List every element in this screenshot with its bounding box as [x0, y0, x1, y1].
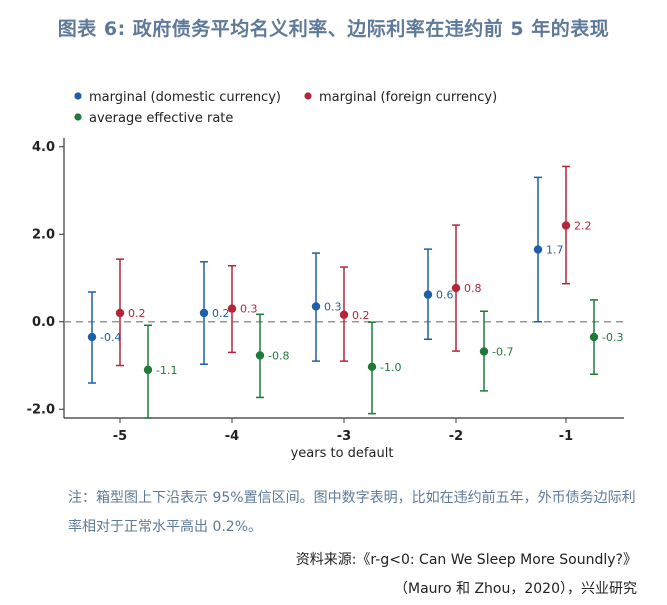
legend: marginal (domestic currency) marginal (fo…: [74, 90, 497, 126]
chart-marks: -0.4 0.2 0.3 0.6 1.7 0.2 0.3 0.2 0.8 2.2 -1.1 -0.8 -…: [87, 165, 623, 419]
data-point: [227, 304, 237, 313]
errorbar-chart: marginal (domestic currency) marginal (fo…: [27, 90, 624, 461]
x-tick-label: -1: [559, 429, 573, 444]
y-tick-label: 0.0: [32, 315, 55, 330]
data-point: [561, 221, 571, 230]
data-point: [115, 308, 125, 318]
data-label: -0.8: [268, 349, 289, 362]
data-point: [311, 302, 321, 311]
data-label: 2.2: [574, 220, 592, 233]
data-label: 0.3: [240, 303, 258, 316]
y-tick-label: 4.0: [32, 140, 55, 155]
data-point: [143, 365, 153, 375]
data-point: [589, 332, 599, 342]
data-label: 0.2: [212, 307, 230, 320]
data-label: -1.1: [156, 364, 177, 377]
legend-marker: [304, 92, 312, 100]
data-label: 0.6: [436, 289, 454, 302]
legend-label: average effective rate: [89, 111, 233, 126]
data-point: [255, 351, 265, 360]
source-block: 资料来源:《r-g<0: Can We Sleep More Soundly?》…: [37, 546, 637, 604]
x-axis-label: years to default: [291, 446, 394, 461]
data-point: [367, 362, 377, 372]
legend-marker: [74, 92, 82, 100]
data-point: [87, 332, 97, 342]
chart-note: 注：箱型图上下沿表示 95%置信区间。图中数字表明，比如在违约前五年，外币债务边…: [68, 490, 636, 535]
data-point: [339, 310, 349, 319]
chart-title: 图表 6: 政府债务平均名义利率、边际利率在违约前 5 年的表现: [57, 18, 610, 40]
x-tick-label: -4: [225, 429, 239, 444]
data-label: 0.3: [324, 300, 342, 313]
data-label: -1.0: [380, 361, 401, 374]
legend-marker: [74, 113, 82, 121]
source-line-1: 资料来源:《r-g<0: Can We Sleep More Soundly?》: [295, 552, 637, 568]
data-label: 0.2: [128, 307, 146, 320]
x-tick-label: -2: [449, 429, 463, 444]
data-point: [533, 245, 543, 254]
data-label: 1.7: [546, 244, 564, 257]
x-tick-label: -3: [337, 429, 351, 444]
data-point: [423, 290, 433, 299]
data-point: [451, 283, 461, 293]
data-label: 0.8: [464, 282, 482, 295]
data-point: [479, 347, 489, 356]
data-point: [199, 308, 209, 318]
data-label: -0.3: [602, 331, 623, 344]
data-label: 0.2: [352, 309, 370, 322]
legend-label: marginal (domestic currency): [89, 90, 281, 105]
data-label: -0.7: [492, 346, 513, 359]
y-tick-label: 2.0: [32, 227, 55, 242]
y-tick-label: -2.0: [27, 402, 55, 417]
legend-label: marginal (foreign currency): [319, 90, 497, 105]
data-label: -0.4: [100, 331, 121, 344]
x-tick-label: -5: [113, 429, 127, 444]
source-line-2: （Mauro 和 Zhou，2020），兴业研究: [394, 581, 637, 597]
